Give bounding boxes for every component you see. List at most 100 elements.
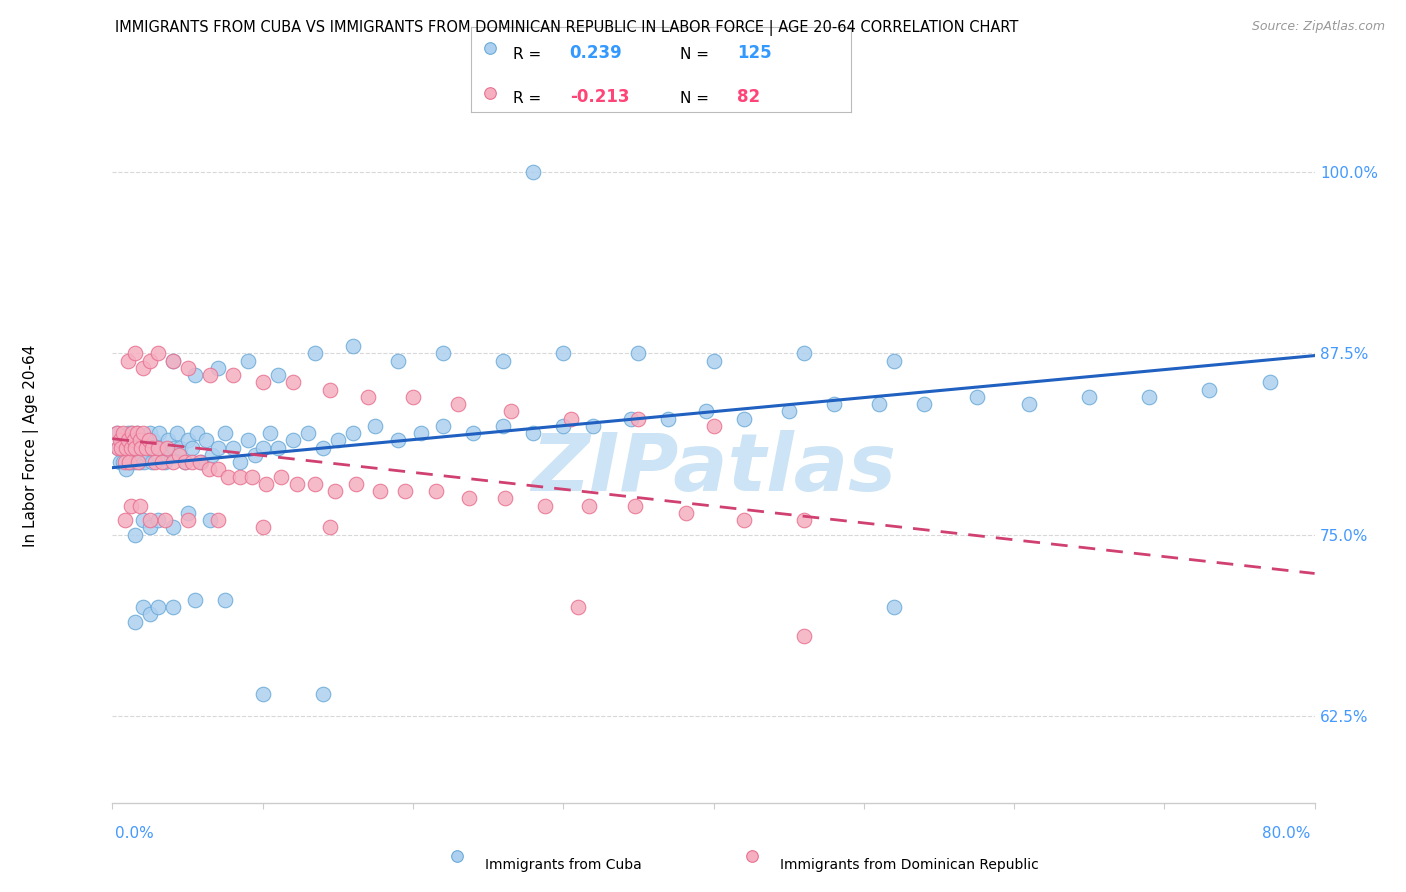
Point: [240, 469, 263, 483]
Point: [135, 434, 157, 448]
Text: IMMIGRANTS FROM CUBA VS IMMIGRANTS FROM DOMINICAN REPUBLIC IN LABOR FORCE | AGE : IMMIGRANTS FROM CUBA VS IMMIGRANTS FROM …: [115, 20, 1019, 36]
Point: [319, 383, 342, 397]
Point: [167, 448, 190, 462]
Point: [135, 441, 157, 455]
Point: [162, 353, 184, 368]
Point: [162, 455, 184, 469]
Point: [121, 441, 143, 455]
Point: [176, 513, 198, 527]
Point: [236, 434, 259, 448]
Point: [1078, 390, 1101, 404]
Point: [108, 434, 131, 448]
Point: [163, 441, 186, 455]
Point: [150, 441, 173, 455]
Point: [245, 448, 267, 462]
Point: [793, 513, 815, 527]
Point: [312, 441, 335, 455]
Point: [553, 346, 575, 360]
Point: [139, 513, 162, 527]
Point: [131, 361, 153, 376]
Point: [120, 441, 142, 455]
Point: [793, 346, 815, 360]
Point: [121, 426, 143, 441]
Point: [169, 441, 191, 455]
Point: [207, 441, 229, 455]
Point: [966, 390, 988, 404]
Point: [131, 600, 153, 615]
Point: [222, 368, 245, 383]
Point: [198, 368, 221, 383]
Point: [285, 476, 308, 491]
Point: [136, 448, 159, 462]
Point: [166, 426, 188, 441]
Point: [114, 455, 136, 469]
Point: [252, 520, 274, 534]
Point: [181, 441, 204, 455]
Point: [222, 441, 245, 455]
Point: [162, 353, 184, 368]
Text: 125: 125: [737, 45, 772, 62]
Point: [142, 434, 165, 448]
Point: [252, 687, 274, 701]
Point: [1018, 397, 1040, 411]
Point: [176, 506, 198, 520]
Text: -0.213: -0.213: [569, 88, 630, 106]
Point: [695, 404, 717, 418]
Point: [883, 600, 905, 615]
Text: 80.0%: 80.0%: [1263, 827, 1310, 841]
Point: [117, 441, 139, 455]
Point: [120, 426, 142, 441]
Text: Source: ZipAtlas.com: Source: ZipAtlas.com: [1251, 20, 1385, 33]
Point: [131, 441, 153, 455]
Point: [131, 513, 153, 527]
Point: [127, 455, 149, 469]
Point: [883, 353, 905, 368]
Point: [162, 600, 184, 615]
Point: [553, 419, 575, 434]
Point: [115, 462, 138, 476]
Point: [141, 455, 163, 469]
Point: [409, 426, 432, 441]
Point: [184, 592, 207, 607]
Point: [138, 434, 160, 448]
Point: [446, 849, 468, 863]
Text: N =: N =: [681, 91, 709, 106]
Point: [702, 419, 725, 434]
Point: [124, 346, 146, 360]
Point: [129, 441, 152, 455]
Point: [578, 499, 600, 513]
Text: N =: N =: [681, 47, 709, 62]
Point: [624, 499, 647, 513]
Point: [125, 426, 148, 441]
Point: [122, 441, 145, 455]
Point: [155, 441, 177, 455]
Point: [304, 476, 326, 491]
Point: [868, 397, 890, 411]
Point: [198, 513, 221, 527]
Point: [457, 491, 479, 506]
Point: [387, 434, 409, 448]
Point: [304, 346, 326, 360]
Point: [201, 448, 224, 462]
Point: [176, 361, 198, 376]
Point: [143, 455, 166, 469]
Point: [229, 469, 252, 483]
Point: [252, 376, 274, 390]
Point: [173, 455, 195, 469]
Point: [214, 592, 236, 607]
Point: [153, 455, 176, 469]
Point: [131, 426, 153, 441]
Point: [627, 411, 650, 425]
Point: [326, 434, 349, 448]
Point: [252, 441, 274, 455]
Point: [492, 419, 515, 434]
Point: [111, 426, 134, 441]
Point: [342, 426, 364, 441]
Point: [184, 368, 207, 383]
Point: [741, 849, 763, 863]
Point: [148, 426, 170, 441]
Point: [229, 455, 252, 469]
Point: [139, 426, 162, 441]
Point: [160, 448, 183, 462]
Point: [478, 86, 502, 100]
